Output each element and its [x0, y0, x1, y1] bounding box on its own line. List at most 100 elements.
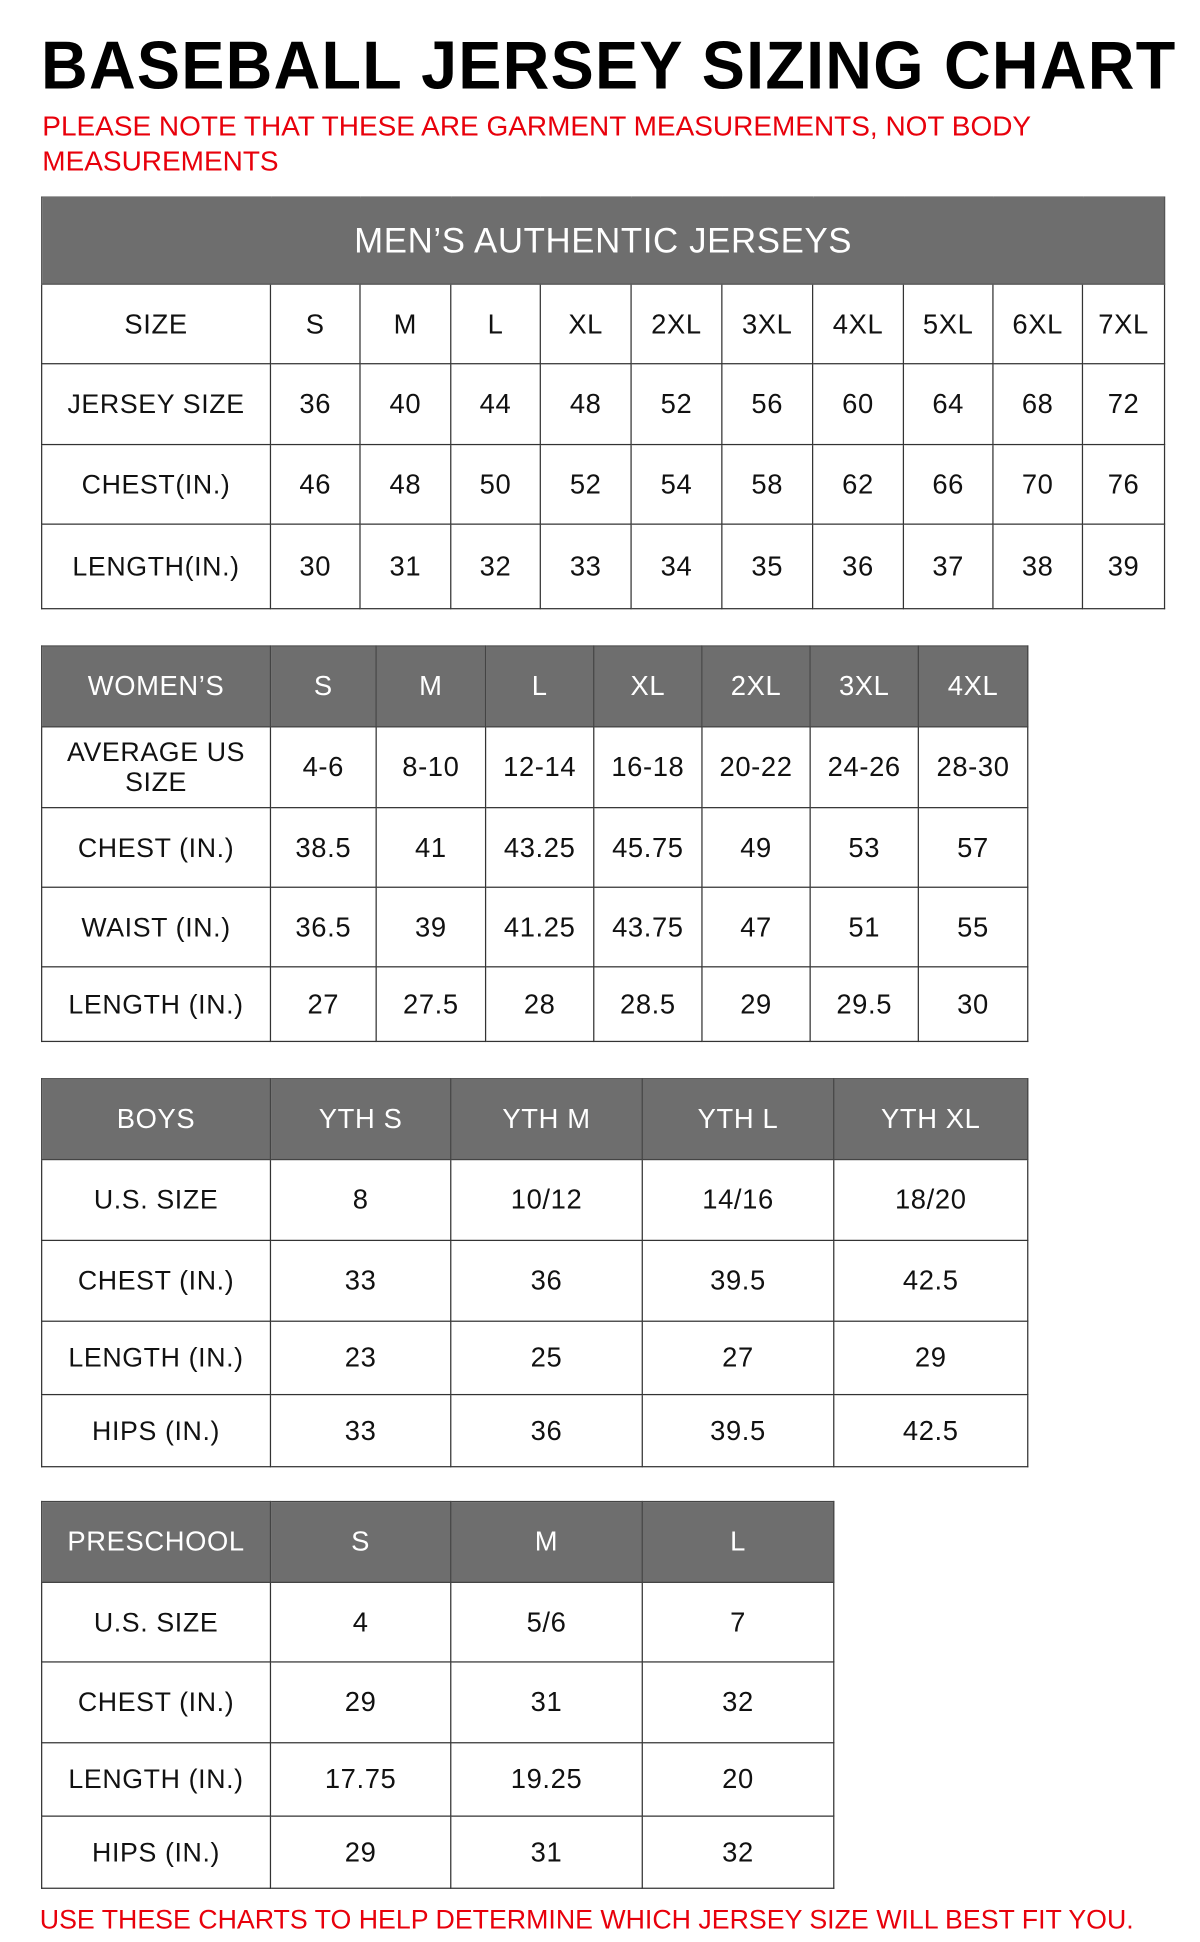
measurement-cell: 45.75 — [593, 807, 703, 888]
table-header-row: WOMEN’S S M L XL 2XL 3XL 4XL — [41, 645, 1029, 728]
table-row: CHEST (IN.) 38.5 41 43.25 45.75 49 53 57 — [41, 807, 1029, 888]
measurement-cell: 27 — [641, 1320, 835, 1396]
mens-table: MEN’S AUTHENTIC JERSEYS SIZE S M L XL 2XL 3XL 4X… — [41, 196, 1166, 610]
measurement-cell: 31 — [359, 523, 452, 610]
measurement-cell: 48 — [539, 363, 632, 446]
size-header-cell: 2XL — [701, 645, 811, 728]
measurement-cell: 32 — [641, 1661, 835, 1744]
measurement-cell: 68 — [992, 363, 1084, 446]
measurement-cell: 52 — [539, 443, 632, 525]
measurement-cell: 7 — [641, 1581, 835, 1663]
measurement-cell: 20-22 — [701, 726, 811, 809]
boys-table: BOYS YTH S YTH M YTH L YTH XL U.S. SIZE 8 10/12… — [41, 1078, 1029, 1468]
row-label: CHEST (IN.) — [41, 807, 272, 888]
measurement-cell: 47 — [701, 886, 811, 968]
header-label: WOMEN’S — [41, 645, 272, 728]
size-header-cell: 4XL — [812, 283, 905, 365]
measurement-cell: 49 — [701, 807, 811, 888]
size-header-cell: YTH S — [269, 1078, 452, 1161]
measurement-cell: 58 — [721, 443, 814, 525]
row-label: LENGTH (IN.) — [41, 1742, 272, 1817]
measurement-cell: 35 — [721, 523, 814, 610]
size-header-cell: 3XL — [721, 283, 814, 365]
measurement-cell: 28 — [484, 966, 595, 1043]
row-label: CHEST(IN.) — [41, 443, 272, 525]
measurement-cell: 56 — [721, 363, 814, 446]
size-header-cell: 7XL — [1081, 283, 1166, 365]
size-header-cell: 4XL — [917, 645, 1029, 728]
measurement-cell: 4-6 — [269, 726, 377, 809]
size-header-cell: L — [641, 1500, 835, 1583]
row-label: WAIST (IN.) — [41, 886, 272, 968]
measurement-cell: 51 — [809, 886, 919, 968]
table-row: WAIST (IN.) 36.5 39 41.25 43.75 47 51 55 — [41, 886, 1029, 968]
measurement-cell: 27 — [269, 966, 377, 1043]
measurement-cell: 14/16 — [641, 1158, 835, 1242]
table-caption: MEN’S AUTHENTIC JERSEYS — [41, 196, 1166, 285]
measurement-cell: 30 — [269, 523, 361, 610]
measurement-cell: 42.5 — [833, 1239, 1029, 1322]
measurement-cell: 54 — [630, 443, 723, 525]
measurement-cell: 5/6 — [450, 1581, 643, 1663]
size-header-cell: XL — [539, 283, 632, 365]
measurement-cell: 31 — [450, 1815, 643, 1889]
footer-note: USE THESE CHARTS TO HELP DETERMINE WHICH… — [39, 1905, 1134, 1935]
preschool-table: PRESCHOOL S M L U.S. SIZE 4 5/6 7 CHEST (IN.) 29 3… — [41, 1500, 835, 1889]
size-header-cell: M — [375, 645, 487, 728]
measurement-cell: 36 — [269, 363, 361, 446]
measurement-cell: 29 — [833, 1320, 1029, 1396]
measurement-cell: 29 — [269, 1661, 452, 1744]
measurement-cell: 36 — [450, 1239, 643, 1322]
measurement-cell: 30 — [917, 966, 1029, 1043]
measurement-cell: 19.25 — [450, 1742, 643, 1817]
table-row: U.S. SIZE 8 10/12 14/16 18/20 — [41, 1158, 1029, 1242]
row-label: LENGTH(IN.) — [41, 523, 272, 610]
table-row: LENGTH(IN.) 30 31 32 33 34 35 36 37 38 39 — [41, 523, 1166, 610]
measurement-cell: 39.5 — [641, 1393, 835, 1468]
measurement-cell: 10/12 — [450, 1158, 643, 1242]
measurement-cell: 29 — [269, 1815, 452, 1889]
measurement-cell: 60 — [812, 363, 905, 446]
measurement-cell: 70 — [992, 443, 1084, 525]
table-header-row: BOYS YTH S YTH M YTH L YTH XL — [41, 1078, 1029, 1161]
table-row: CHEST(IN.) 46 48 50 52 54 58 62 66 70 76 — [41, 443, 1166, 525]
page-title: BASEBALL JERSEY SIZING CHART — [41, 28, 1177, 105]
size-header-cell: M — [450, 1500, 643, 1583]
measurement-cell: 53 — [809, 807, 919, 888]
size-header-cell: L — [450, 283, 541, 365]
row-label: LENGTH (IN.) — [41, 966, 272, 1043]
size-header-cell: S — [269, 1500, 452, 1583]
measurement-cell: 12-14 — [484, 726, 595, 809]
measurement-cell: 46 — [269, 443, 361, 525]
womens-table: WOMEN’S S M L XL 2XL 3XL 4XL AVERAGE US SIZE 4-6 8… — [41, 645, 1029, 1043]
size-header-cell: L — [484, 645, 595, 728]
size-header-cell: YTH XL — [833, 1078, 1029, 1161]
measurement-cell: 32 — [450, 523, 541, 610]
measurement-cell: 36.5 — [269, 886, 377, 968]
measurement-cell: 41 — [375, 807, 487, 888]
table-header-row: PRESCHOOL S M L — [41, 1500, 835, 1583]
measurement-cell: 29 — [701, 966, 811, 1043]
size-header-cell: 3XL — [809, 645, 919, 728]
measurement-cell: 33 — [269, 1239, 452, 1322]
measurement-cell: 29.5 — [809, 966, 919, 1043]
header-label: BOYS — [41, 1078, 272, 1161]
size-header-cell: 5XL — [902, 283, 994, 365]
measurement-cell: 44 — [450, 363, 541, 446]
table-row: CHEST (IN.) 29 31 32 — [41, 1661, 835, 1744]
measurement-cell: 66 — [902, 443, 994, 525]
measurement-cell: 8 — [269, 1158, 452, 1242]
measurement-cell: 39.5 — [641, 1239, 835, 1322]
measurement-cell: 25 — [450, 1320, 643, 1396]
size-header-cell: XL — [593, 645, 703, 728]
measurement-cell: 20 — [641, 1742, 835, 1817]
row-label: CHEST (IN.) — [41, 1239, 272, 1322]
measurement-cell: 37 — [902, 523, 994, 610]
size-header-cell: 6XL — [992, 283, 1084, 365]
table-row: AVERAGE US SIZE 4-6 8-10 12-14 16-18 20-22 24-… — [41, 726, 1029, 809]
measurement-cell: 36 — [812, 523, 905, 610]
measurement-cell: 28-30 — [917, 726, 1029, 809]
measurement-cell: 36 — [450, 1393, 643, 1468]
row-label: AVERAGE US SIZE — [41, 726, 272, 809]
